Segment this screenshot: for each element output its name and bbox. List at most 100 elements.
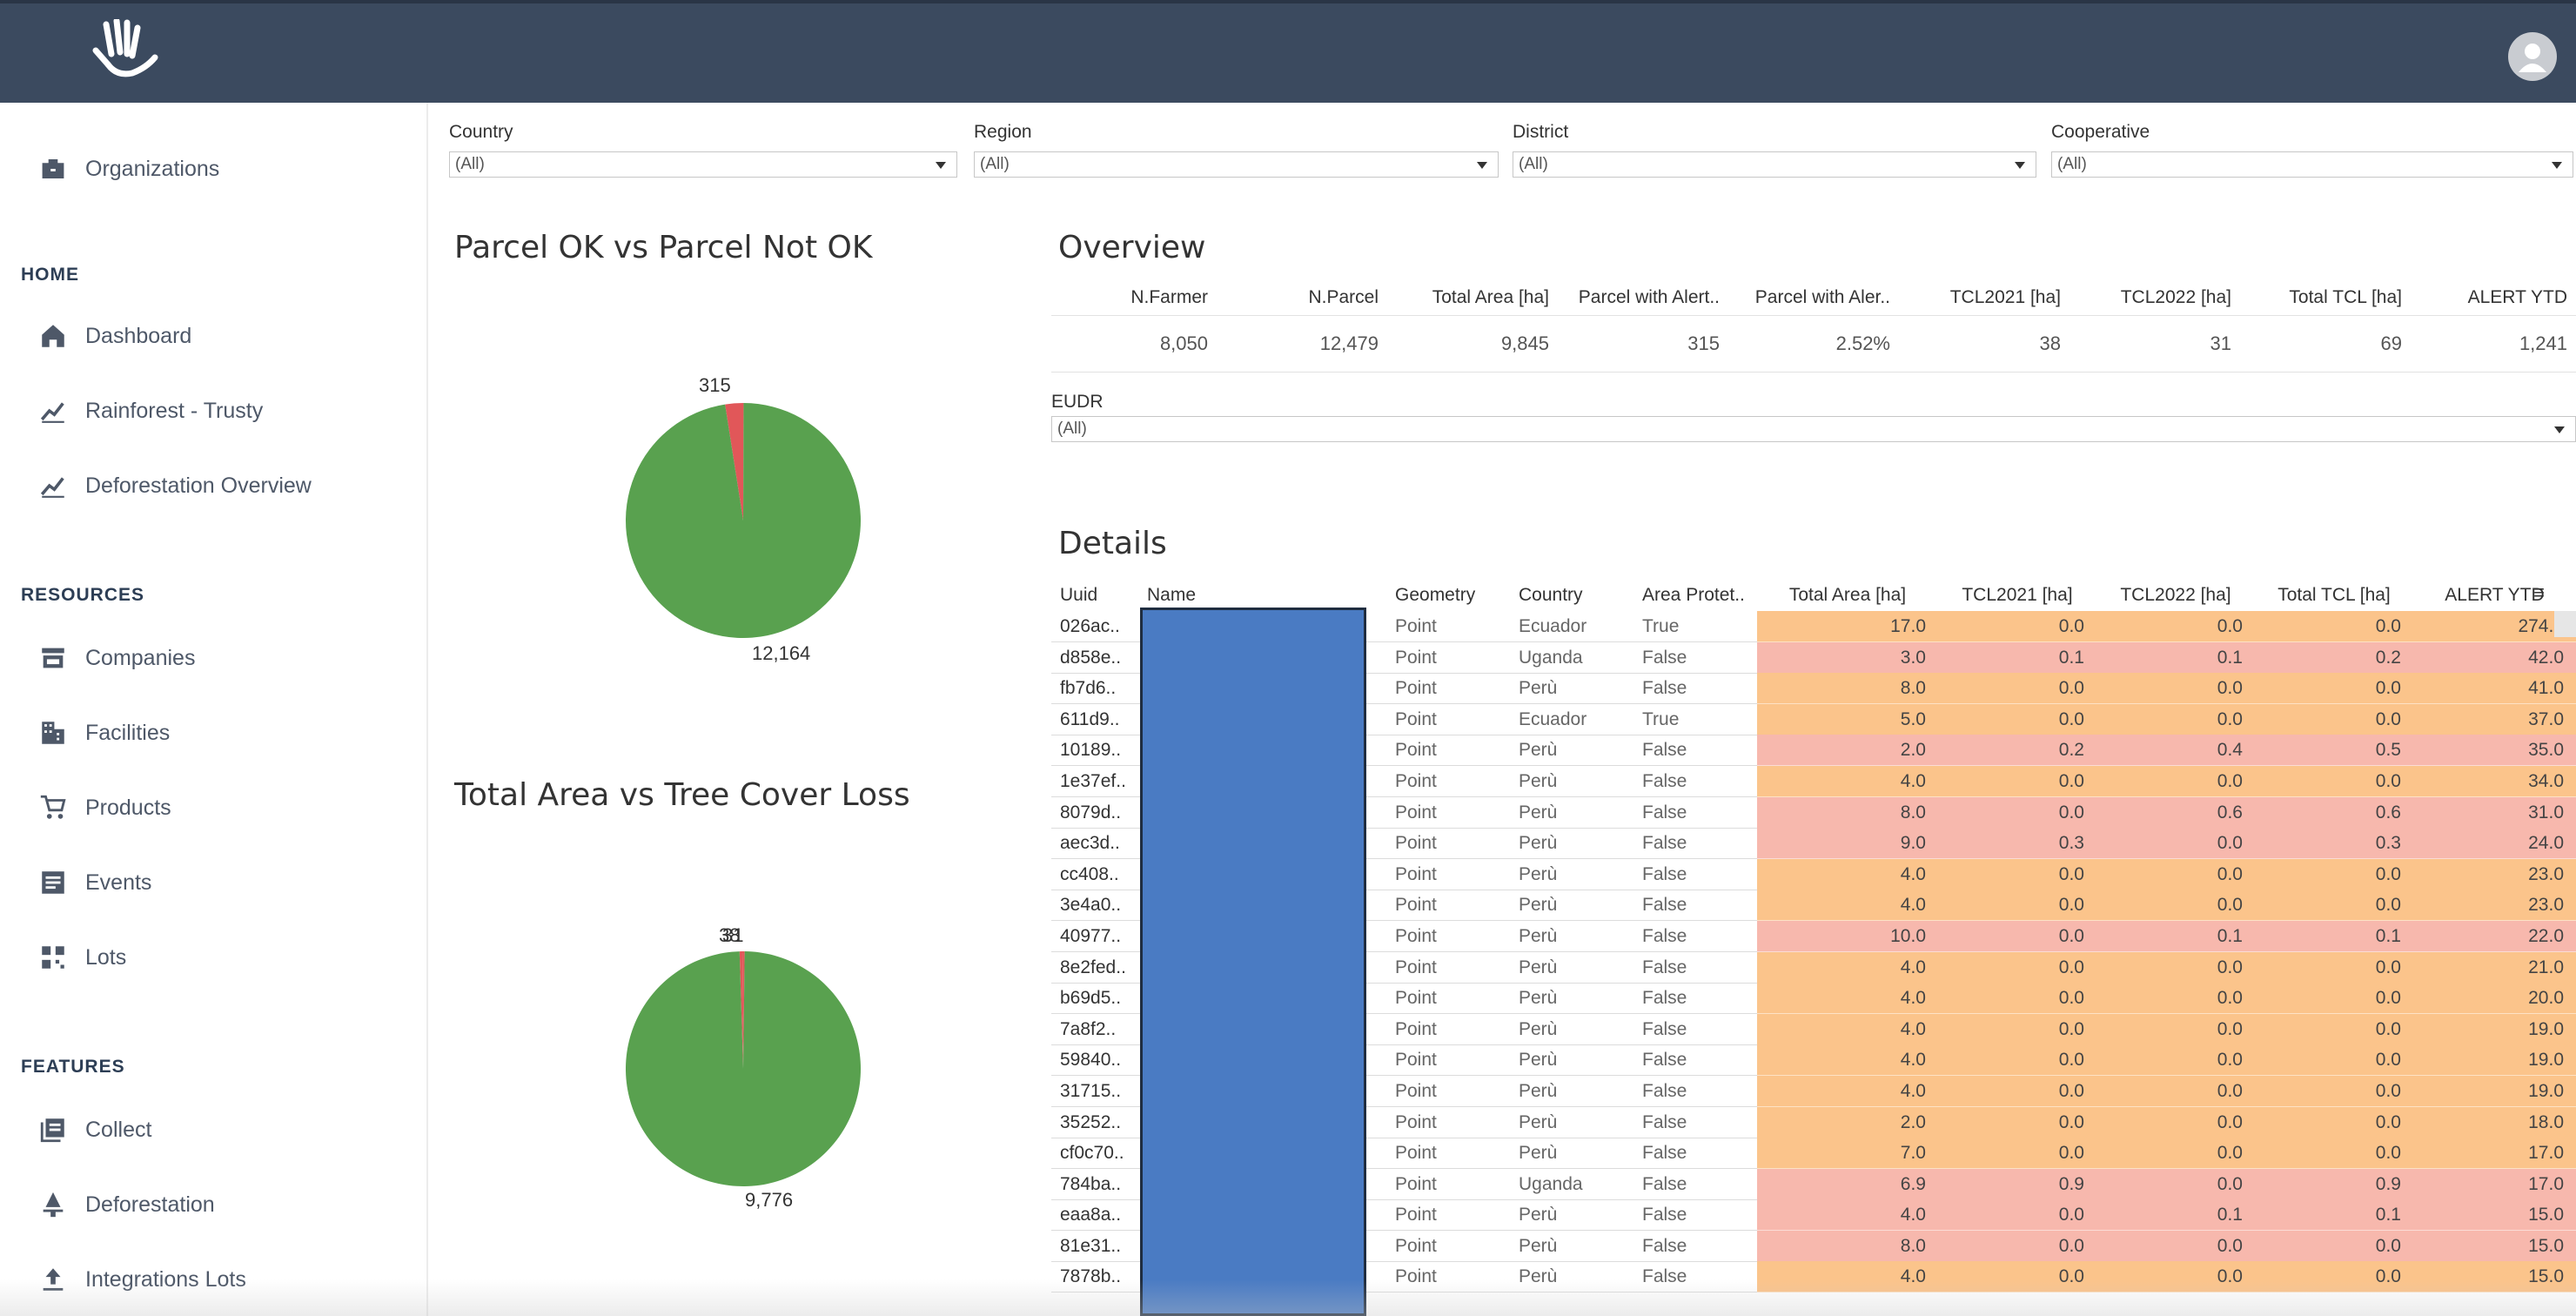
eudr-select[interactable]: (All) <box>1051 416 2576 442</box>
details-col-header[interactable]: Area Protet.. <box>1642 585 1745 605</box>
region-select[interactable]: (All) <box>974 151 1499 178</box>
pie2-label-area: 9,776 <box>745 1189 794 1211</box>
table-cell: 23.0 <box>2413 890 2576 922</box>
table-cell: 0.0 <box>2255 1230 2413 1262</box>
details-col-header[interactable]: Uuid <box>1060 585 1098 605</box>
scrollbar[interactable] <box>2554 611 2576 637</box>
overview-col-header[interactable]: Parcel with Aler.. <box>1754 287 1890 307</box>
details-col-header[interactable]: Name <box>1147 585 1197 605</box>
table-row[interactable]: 026ac.. Point Ecuador True 17.0 0.0 0.0 0.0 274.… <box>1051 611 2576 642</box>
table-row[interactable]: 1e37ef.. Point Perù False 4.0 0.0 0.0 0.0 34.0 <box>1051 765 2576 797</box>
details-col-header[interactable]: Country <box>1519 585 1583 605</box>
table-row[interactable]: 3e4a0.. Point Perù False 4.0 0.0 0.0 0.0 23.0 <box>1051 890 2576 922</box>
district-select[interactable]: (All) <box>1513 151 2036 178</box>
sidebar-item-deforestation[interactable]: Deforestation <box>38 1184 215 1225</box>
table-cell: False <box>1633 642 1757 674</box>
overview-col-header[interactable]: N.Parcel <box>1308 287 1379 307</box>
sidebar-item-organizations[interactable]: Organizations <box>38 148 219 190</box>
filter-label: Country <box>449 122 513 142</box>
table-row[interactable]: 7a8f2.. Point Perù False 4.0 0.0 0.0 0.0 19.0 <box>1051 1013 2576 1045</box>
table-cell: Point <box>1386 921 1510 952</box>
table-row[interactable]: 40977.. Point Perù False 10.0 0.0 0.1 0.1 22.0 <box>1051 920 2576 952</box>
details-col-header[interactable]: Geometry <box>1395 585 1476 605</box>
sidebar-item-label: Companies <box>85 645 196 670</box>
sidebar-item-products[interactable]: Products <box>38 787 171 829</box>
table-cell: 0.0 <box>1938 1044 2096 1077</box>
pie-slice-0[interactable] <box>739 951 743 1069</box>
details-col-header[interactable]: Total TCL [ha] <box>2277 585 2391 605</box>
table-row[interactable]: 31715.. Point Perù False 4.0 0.0 0.0 0.0 19.0 <box>1051 1075 2576 1107</box>
sidebar-item-label: Rainforest - Trusty <box>85 398 264 423</box>
redacted-name-column <box>1140 608 1366 1316</box>
table-cell: Point <box>1386 797 1510 829</box>
table-row[interactable]: 784ba.. Point Uganda False 6.9 0.9 0.0 0.9 17.0 <box>1051 1168 2576 1200</box>
details-col-header[interactable]: ALERT YTD <box>2445 585 2545 605</box>
section-title-home: HOME <box>21 265 79 285</box>
sidebar-item-dashboard[interactable]: Dashboard <box>38 315 191 357</box>
table-row[interactable]: 8e2fed.. Point Perù False 4.0 0.0 0.0 0.0 21.0 <box>1051 951 2576 984</box>
table-cell: 31715.. <box>1051 1076 1138 1107</box>
overview-col-header[interactable]: N.Farmer <box>1130 287 1208 307</box>
table-row[interactable]: 611d9.. Point Ecuador True 5.0 0.0 0.0 0.0 37.0 <box>1051 703 2576 735</box>
table-row[interactable]: d858e.. Point Uganda False 3.0 0.1 0.1 0.2 42.0 <box>1051 641 2576 674</box>
table-cell: 0.0 <box>2255 1261 2413 1293</box>
table-cell: 1e37ef.. <box>1051 766 1138 797</box>
table-cell: 15.0 <box>2413 1230 2576 1262</box>
sidebar-item-lots[interactable]: Lots <box>38 937 126 978</box>
table-row[interactable]: 10189.. Point Perù False 2.0 0.2 0.4 0.5 35.0 <box>1051 735 2576 767</box>
table-cell: 37.0 <box>2413 703 2576 735</box>
table-row[interactable]: 81e31.. Point Perù False 8.0 0.0 0.0 0.0 15.0 <box>1051 1230 2576 1262</box>
details-col-header[interactable]: TCL2022 [ha] <box>2120 585 2231 605</box>
table-row[interactable]: b69d5.. Point Perù False 4.0 0.0 0.0 0.0 20.0 <box>1051 983 2576 1015</box>
sidebar-item-events[interactable]: Events <box>38 862 151 903</box>
table-row[interactable]: cc408.. Point Perù False 4.0 0.0 0.0 0.0 23.0 <box>1051 858 2576 890</box>
overview-col-header[interactable]: TCL2022 [ha] <box>2120 287 2231 307</box>
table-cell: 15.0 <box>2413 1199 2576 1232</box>
hand-logo-icon[interactable] <box>87 19 165 89</box>
table-cell: 2.0 <box>1757 735 1938 767</box>
country-select[interactable]: (All) <box>449 151 957 178</box>
table-cell: 0.0 <box>2096 611 2255 642</box>
table-cell: Perù <box>1510 1044 1633 1077</box>
cooperative-select[interactable]: (All) <box>2051 151 2573 178</box>
table-cell: 0.0 <box>2096 890 2255 922</box>
sidebar-item-collect[interactable]: Collect <box>38 1109 151 1151</box>
table-row[interactable]: 8079d.. Point Perù False 8.0 0.0 0.6 0.6 31.0 <box>1051 796 2576 829</box>
table-row[interactable]: 7878b.. Point Perù False 4.0 0.0 0.0 0.0 15.0 <box>1051 1261 2576 1293</box>
table-row[interactable]: 35252.. Point Perù False 2.0 0.0 0.0 0.0 18.0 <box>1051 1106 2576 1138</box>
sidebar-item-facilities[interactable]: Facilities <box>38 712 170 754</box>
overview-col-header[interactable]: Total Area [ha] <box>1432 287 1549 307</box>
pie-slice-1[interactable] <box>742 951 745 1069</box>
overview-col-header[interactable]: TCL2021 [ha] <box>1949 287 2061 307</box>
pie-slice-2[interactable] <box>626 951 861 1186</box>
sort-icon[interactable]: ≡ <box>2533 581 2545 603</box>
table-row[interactable]: cf0c70.. Point Perù False 7.0 0.0 0.0 0.0 17.0 <box>1051 1138 2576 1170</box>
table-cell: False <box>1633 983 1757 1015</box>
sidebar-item-integrations-lots[interactable]: Integrations Lots <box>38 1259 246 1300</box>
sidebar-item-label: Dashboard <box>85 323 192 348</box>
details-col-header[interactable]: Total Area [ha] <box>1788 585 1907 605</box>
sidebar-item-rainforest-trusty[interactable]: Rainforest - Trusty <box>38 390 263 432</box>
table-row[interactable]: eaa8a.. Point Perù False 4.0 0.0 0.1 0.1 15.0 <box>1051 1199 2576 1232</box>
table-cell: Perù <box>1510 735 1633 767</box>
user-avatar-icon[interactable] <box>2508 32 2557 81</box>
details-body[interactable]: 026ac.. Point Ecuador True 17.0 0.0 0.0 0.0 274.… <box>1051 611 2576 1293</box>
sidebar-item-deforestation-overview[interactable]: Deforestation Overview <box>38 465 312 507</box>
pie-chart-tree-cover[interactable] <box>609 914 879 1245</box>
pie-slice-1[interactable] <box>626 403 861 638</box>
pie-chart-parcel-ok[interactable] <box>609 366 879 696</box>
overview-values: 8,050 12,479 9,845 315 2.52% 38 31 69 1,241 <box>1051 315 2576 373</box>
details-col-header[interactable]: TCL2021 [ha] <box>1962 585 2073 605</box>
overview-col-header[interactable]: Total TCL [ha] <box>2289 287 2402 307</box>
table-cell: False <box>1633 1169 1757 1200</box>
table-cell: 0.0 <box>1938 1013 2096 1045</box>
table-cell: False <box>1633 1044 1757 1077</box>
table-row[interactable]: aec3d.. Point Perù False 9.0 0.3 0.0 0.3 24.0 <box>1051 828 2576 860</box>
sidebar-item-companies[interactable]: Companies <box>38 637 195 679</box>
pie-slice-0[interactable] <box>725 403 744 520</box>
table-cell: 0.1 <box>1938 641 2096 674</box>
pie2-label-tcl2021: 38 <box>719 924 741 946</box>
overview-col-header[interactable]: Parcel with Alert.. <box>1578 287 1720 307</box>
overview-col-header[interactable]: ALERT YTD <box>2467 287 2567 307</box>
table-row[interactable]: fb7d6.. Point Perù False 8.0 0.0 0.0 0.0 41.0 <box>1051 673 2576 705</box>
